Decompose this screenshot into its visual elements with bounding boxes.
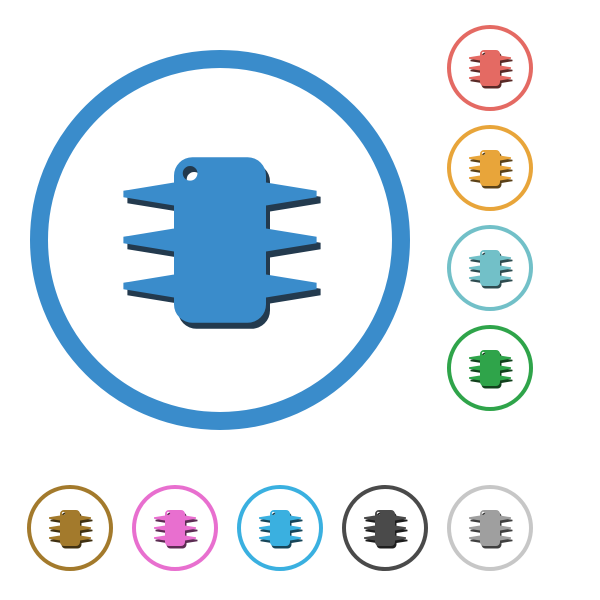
chip-badge-5 xyxy=(132,485,218,571)
chip-badge-6 xyxy=(237,485,323,571)
chip-badge-4 xyxy=(27,485,113,571)
chip-badge-1 xyxy=(447,125,533,211)
chip-icon xyxy=(465,343,515,393)
chip-badge-main xyxy=(30,50,410,430)
chip-badge-7 xyxy=(342,485,428,571)
chip-icon xyxy=(465,143,515,193)
chip-icon xyxy=(465,43,515,93)
chip-icon xyxy=(255,503,305,553)
chip-badge-8 xyxy=(447,485,533,571)
chip-icon xyxy=(45,503,95,553)
chip-icon xyxy=(105,125,335,355)
chip-icon xyxy=(465,503,515,553)
chip-icon xyxy=(150,503,200,553)
chip-badge-2 xyxy=(447,225,533,311)
chip-icon xyxy=(465,243,515,293)
chip-badge-0 xyxy=(447,25,533,111)
chip-icon xyxy=(360,503,410,553)
chip-badge-3 xyxy=(447,325,533,411)
